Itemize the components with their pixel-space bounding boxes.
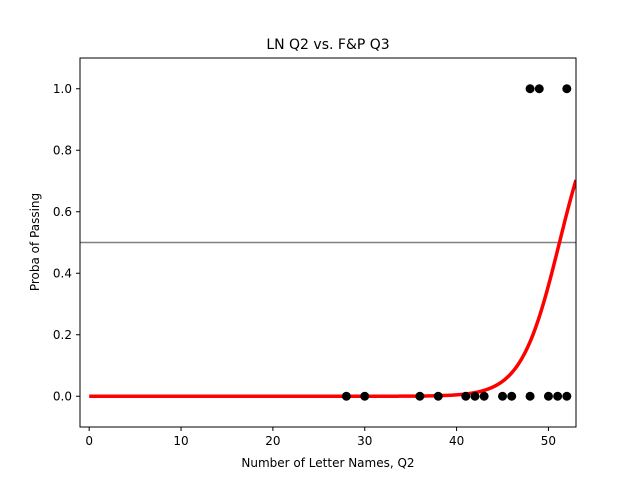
y-tick-label: 0.8 (53, 143, 72, 157)
data-point (470, 391, 480, 401)
data-point (562, 391, 572, 401)
data-point (562, 84, 572, 94)
y-tick-label: 0.0 (53, 389, 72, 403)
x-tick-label: 10 (173, 434, 188, 448)
data-point (461, 391, 471, 401)
data-point (341, 391, 351, 401)
y-tick-label: 1.0 (53, 82, 72, 96)
x-axis-title: Number of Letter Names, Q2 (241, 456, 414, 470)
plot-frame (79, 57, 577, 428)
x-tick-label: 40 (449, 434, 464, 448)
data-point (479, 391, 489, 401)
chart-title: LN Q2 vs. F&P Q3 (266, 37, 389, 53)
data-point (525, 391, 535, 401)
y-axis-title: Proba of Passing (28, 193, 42, 291)
y-tick-label: 0.2 (53, 328, 72, 342)
data-point (543, 391, 553, 401)
x-tick-label: 50 (541, 434, 556, 448)
y-tick-label: 0.4 (53, 266, 72, 280)
y-tick-label: 0.6 (53, 205, 72, 219)
data-point (534, 84, 544, 94)
data-point (360, 391, 370, 401)
data-point (553, 391, 563, 401)
x-tick-label: 0 (85, 434, 93, 448)
data-point (525, 84, 535, 94)
x-tick-label: 30 (357, 434, 372, 448)
data-point (507, 391, 517, 401)
x-tick-label: 20 (265, 434, 280, 448)
data-point (415, 391, 425, 401)
logistic-curve (89, 179, 576, 398)
data-point (498, 391, 508, 401)
data-point (433, 391, 443, 401)
